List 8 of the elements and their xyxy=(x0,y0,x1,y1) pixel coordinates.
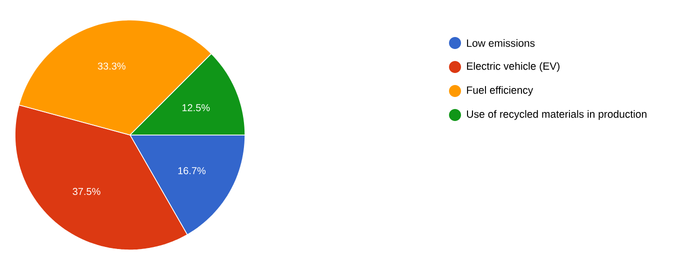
data-label: 12.5% xyxy=(182,104,210,112)
data-label: 37.5% xyxy=(72,188,100,195)
legend-label: Low emissions xyxy=(467,39,535,47)
legend-label: Electric vehicle (EV) xyxy=(467,62,560,72)
legend-label: Use of recycled materials in production xyxy=(467,110,646,120)
legend-label: Fuel efficiency xyxy=(467,86,534,96)
data-label: 16.7% xyxy=(178,167,206,174)
data-label: 33.3% xyxy=(98,62,126,70)
